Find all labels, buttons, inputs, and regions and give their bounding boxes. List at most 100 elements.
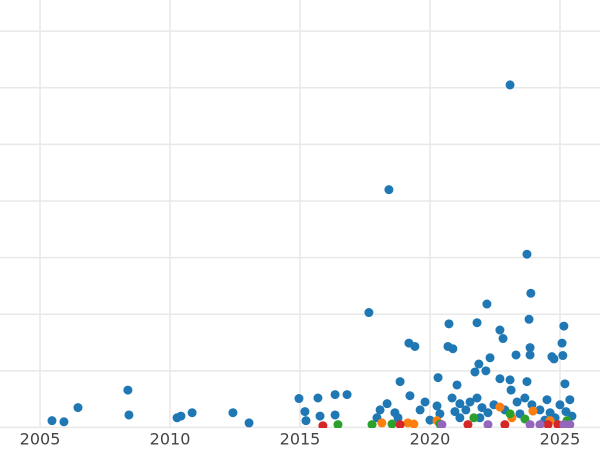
point bbox=[377, 418, 387, 428]
point bbox=[395, 420, 405, 428]
point bbox=[535, 405, 545, 415]
point bbox=[505, 409, 515, 419]
point bbox=[409, 419, 419, 428]
point bbox=[59, 417, 69, 427]
point bbox=[469, 413, 479, 423]
point bbox=[432, 401, 442, 411]
point bbox=[483, 420, 493, 428]
point bbox=[330, 410, 340, 420]
plot-area bbox=[47, 80, 577, 428]
point bbox=[526, 288, 536, 298]
point bbox=[410, 341, 420, 351]
point bbox=[495, 402, 505, 412]
point bbox=[555, 400, 565, 410]
point bbox=[450, 407, 460, 417]
point bbox=[512, 397, 522, 407]
x-tick-label: 2025 bbox=[540, 430, 581, 449]
point bbox=[557, 338, 567, 348]
point bbox=[448, 344, 458, 354]
point bbox=[485, 353, 495, 363]
point bbox=[535, 420, 545, 428]
point bbox=[483, 408, 493, 418]
point bbox=[498, 334, 508, 344]
point bbox=[300, 407, 310, 417]
point bbox=[522, 249, 532, 259]
point bbox=[333, 420, 343, 428]
point bbox=[123, 385, 133, 395]
point bbox=[425, 415, 435, 425]
point bbox=[558, 351, 568, 361]
x-tick-label: 2020 bbox=[410, 430, 451, 449]
point bbox=[465, 397, 475, 407]
point bbox=[461, 405, 471, 415]
point bbox=[187, 408, 197, 418]
point bbox=[387, 419, 397, 428]
point bbox=[474, 359, 484, 369]
point bbox=[294, 394, 304, 404]
x-tick-label: 2015 bbox=[280, 430, 321, 449]
point bbox=[528, 406, 538, 416]
point bbox=[405, 391, 415, 401]
point bbox=[481, 366, 491, 376]
point bbox=[505, 375, 515, 385]
x-tick-label: 2010 bbox=[150, 430, 191, 449]
point bbox=[565, 420, 575, 428]
point bbox=[244, 418, 254, 428]
point bbox=[525, 420, 535, 428]
point bbox=[73, 403, 83, 413]
point bbox=[542, 395, 552, 405]
point bbox=[435, 409, 445, 419]
point bbox=[393, 413, 403, 423]
point bbox=[364, 308, 374, 318]
point bbox=[447, 393, 457, 403]
point bbox=[565, 395, 575, 405]
point bbox=[47, 416, 57, 426]
point bbox=[313, 393, 323, 403]
point bbox=[495, 325, 505, 335]
point bbox=[520, 393, 530, 403]
point bbox=[506, 385, 516, 395]
point bbox=[330, 390, 340, 400]
point bbox=[522, 377, 532, 387]
point bbox=[315, 411, 325, 421]
grid bbox=[0, 0, 600, 429]
point bbox=[524, 314, 534, 324]
point bbox=[415, 405, 425, 415]
point bbox=[342, 390, 352, 400]
point bbox=[382, 399, 392, 409]
point bbox=[455, 413, 465, 423]
point bbox=[500, 420, 510, 428]
point bbox=[560, 379, 570, 389]
point bbox=[520, 414, 530, 424]
point bbox=[525, 343, 535, 353]
point bbox=[367, 420, 377, 428]
point bbox=[455, 399, 465, 409]
point bbox=[301, 416, 311, 426]
point bbox=[549, 354, 559, 364]
point bbox=[384, 185, 394, 195]
point bbox=[559, 321, 569, 331]
point bbox=[543, 420, 553, 428]
point bbox=[482, 299, 492, 309]
point bbox=[420, 397, 430, 407]
point bbox=[495, 374, 505, 384]
x-axis: 2005 2010 2015 2020 2025 bbox=[20, 430, 581, 449]
point bbox=[444, 319, 454, 329]
point bbox=[124, 410, 134, 420]
point bbox=[472, 318, 482, 328]
point bbox=[375, 405, 385, 415]
point bbox=[176, 411, 186, 421]
point bbox=[511, 350, 521, 360]
point bbox=[228, 408, 238, 418]
point bbox=[525, 350, 535, 360]
point bbox=[433, 373, 443, 383]
point bbox=[463, 420, 473, 428]
point bbox=[470, 367, 480, 377]
point bbox=[452, 380, 462, 390]
point bbox=[477, 403, 487, 413]
point bbox=[437, 420, 447, 428]
point bbox=[395, 377, 405, 387]
point bbox=[505, 80, 515, 90]
point bbox=[318, 421, 328, 428]
